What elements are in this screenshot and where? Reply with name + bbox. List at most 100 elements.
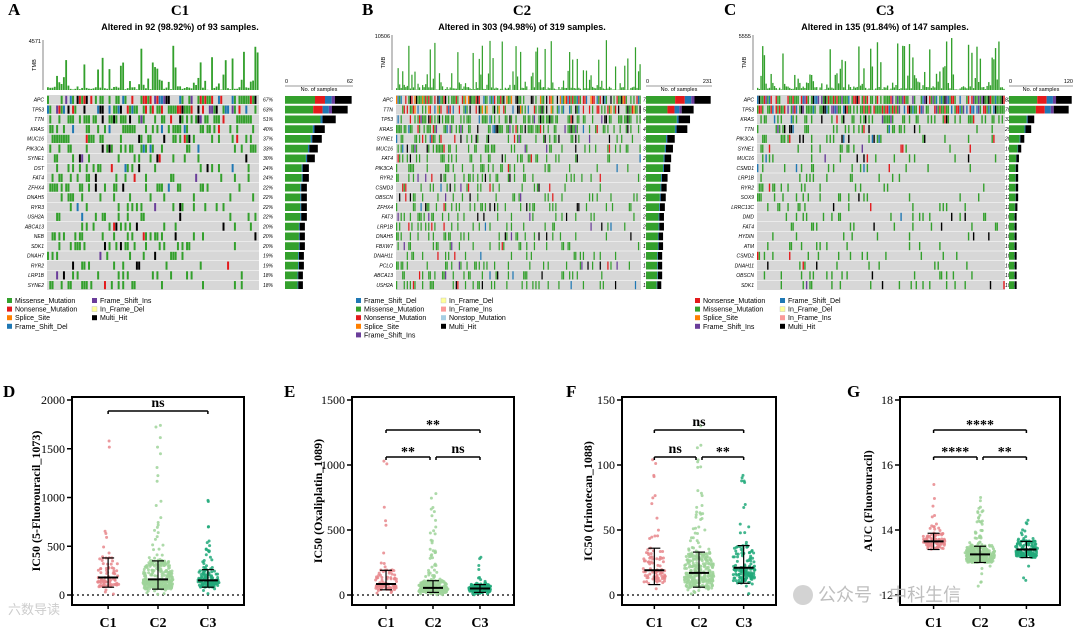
mutation-cell — [856, 105, 858, 114]
tmb-bar — [837, 83, 840, 90]
mutation-cell — [888, 95, 890, 104]
percent-label: 33% — [263, 146, 274, 152]
mutation-cell — [951, 212, 953, 221]
tmb-bar — [758, 88, 761, 90]
mutation-cell — [67, 144, 70, 153]
mutation-cell — [920, 251, 923, 260]
mutation-cell — [608, 144, 611, 153]
mutation-cell — [972, 115, 975, 124]
tmb-bar — [816, 87, 818, 90]
mutation-cell — [460, 134, 462, 143]
tmb-bar — [406, 85, 408, 90]
mutation-cell — [477, 212, 479, 221]
sample-bar-segment — [307, 144, 310, 153]
mutation-cell — [810, 144, 813, 153]
mutation-cell — [90, 95, 93, 104]
tmb-bar — [915, 78, 917, 90]
mutation-cell — [799, 105, 801, 114]
mutation-cell — [469, 173, 471, 182]
mutation-cell — [839, 212, 842, 221]
mutation-cell — [429, 134, 431, 143]
legend-swatch — [695, 306, 700, 312]
mutation-cell — [510, 212, 513, 221]
gene-label: LRP1B — [738, 176, 755, 182]
mutation-cell — [254, 232, 257, 241]
mutation-cell — [637, 173, 640, 182]
data-point — [988, 564, 992, 568]
mutation-cell — [204, 203, 207, 212]
data-point — [103, 590, 107, 594]
mutation-cell — [903, 125, 906, 134]
mutation-cell — [886, 125, 889, 134]
data-point — [985, 548, 989, 552]
tmb-bar — [133, 87, 136, 90]
mutation-cell — [991, 134, 993, 143]
mutation-cell — [106, 144, 109, 153]
data-point — [160, 572, 164, 576]
tmb-bar — [979, 58, 982, 90]
mutation-cell — [790, 95, 793, 104]
mutation-cell — [881, 115, 884, 124]
mutation-cell — [518, 242, 520, 251]
mutation-cell — [202, 183, 204, 192]
sample-bar-segment — [646, 261, 658, 270]
mutation-cell — [466, 105, 468, 114]
mutation-cell — [204, 115, 207, 124]
data-point — [734, 569, 738, 573]
mutation-cell — [836, 261, 838, 270]
data-point — [383, 565, 387, 569]
mutation-cell — [762, 134, 764, 143]
mutation-cell — [397, 125, 399, 134]
mutation-cell — [469, 203, 471, 212]
mutation-cell — [74, 105, 77, 114]
mutation-cell — [215, 115, 218, 124]
mutation-cell — [929, 281, 931, 290]
mutation-cell — [552, 105, 554, 114]
mutation-cell — [619, 95, 621, 104]
mutation-cell — [428, 222, 430, 231]
data-point — [147, 556, 151, 560]
mutation-cell — [576, 115, 578, 124]
data-point — [694, 513, 698, 517]
significance-label: ** — [426, 418, 440, 433]
mutation-cell — [429, 281, 431, 290]
x-tick-label: C2 — [424, 616, 441, 631]
sample-bar-segment — [657, 271, 658, 280]
mutation-cell — [592, 261, 594, 270]
mutation-cell — [501, 164, 503, 173]
sample-bar-segment — [1014, 213, 1017, 221]
mutation-cell — [543, 115, 545, 124]
sample-bar-segment — [1020, 135, 1025, 143]
mutation-cell — [170, 115, 173, 124]
mutation-cell — [126, 242, 129, 251]
mutation-cell — [47, 95, 49, 104]
mutation-cell — [593, 95, 595, 104]
mutation-cell — [463, 271, 465, 280]
sample-bar-segment — [285, 252, 299, 260]
mutation-cell — [498, 125, 500, 134]
mutation-cell — [480, 164, 482, 173]
tmb-bar — [481, 45, 483, 90]
x-tick-label: C1 — [377, 616, 394, 631]
data-point — [434, 525, 438, 529]
data-point — [100, 578, 104, 582]
gene-label: RYR2 — [380, 176, 393, 182]
mutation-cell — [526, 281, 528, 290]
data-point — [752, 551, 756, 555]
data-point — [655, 516, 659, 520]
mutation-cell — [506, 115, 508, 124]
data-point — [690, 559, 694, 563]
mutation-cell — [92, 134, 95, 143]
mutation-cell — [411, 105, 413, 114]
mutation-cell — [510, 222, 513, 231]
mutation-cell — [844, 125, 847, 134]
sample-bar-segment — [298, 242, 300, 250]
sample-bar-segment — [1014, 242, 1017, 250]
mutation-cell — [843, 232, 845, 241]
mutation-cell — [156, 95, 159, 104]
mutation-cell — [412, 173, 415, 182]
mutation-cell — [471, 95, 473, 104]
mutation-cell — [639, 95, 641, 104]
data-point — [684, 571, 688, 575]
data-point — [643, 559, 647, 563]
